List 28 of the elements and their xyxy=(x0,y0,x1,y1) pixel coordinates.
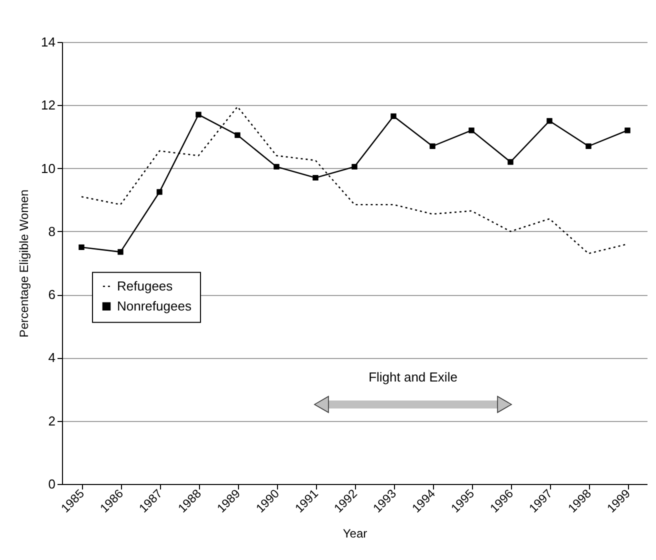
point xyxy=(586,143,592,149)
y-tick-label: 0 xyxy=(48,476,56,492)
y-tick-label: 8 xyxy=(48,224,56,239)
y-tick-label: 12 xyxy=(41,98,56,113)
point xyxy=(274,164,280,170)
point xyxy=(390,113,396,119)
annotation: Flight and Exile xyxy=(368,369,458,384)
y-tick-label: 14 xyxy=(41,34,56,50)
point xyxy=(468,128,474,134)
point xyxy=(546,118,552,124)
point xyxy=(196,112,202,118)
point xyxy=(352,164,358,170)
y-tick-label: 2 xyxy=(48,413,56,428)
point xyxy=(624,128,630,134)
point xyxy=(508,159,514,165)
y-tick-label: 6 xyxy=(48,287,56,302)
point xyxy=(312,175,318,180)
legend-label: Nonrefugees xyxy=(117,298,192,314)
point xyxy=(156,189,162,195)
y-axis-title: Percentage Eligible Women xyxy=(17,190,32,338)
point xyxy=(118,249,124,255)
legend-label: Refugees xyxy=(117,278,174,294)
point xyxy=(430,143,436,149)
x-axis-title: Year xyxy=(342,526,368,541)
point xyxy=(234,132,240,138)
y-tick-label: 10 xyxy=(41,160,56,176)
point xyxy=(78,244,84,250)
y-tick-label: 4 xyxy=(48,350,56,366)
